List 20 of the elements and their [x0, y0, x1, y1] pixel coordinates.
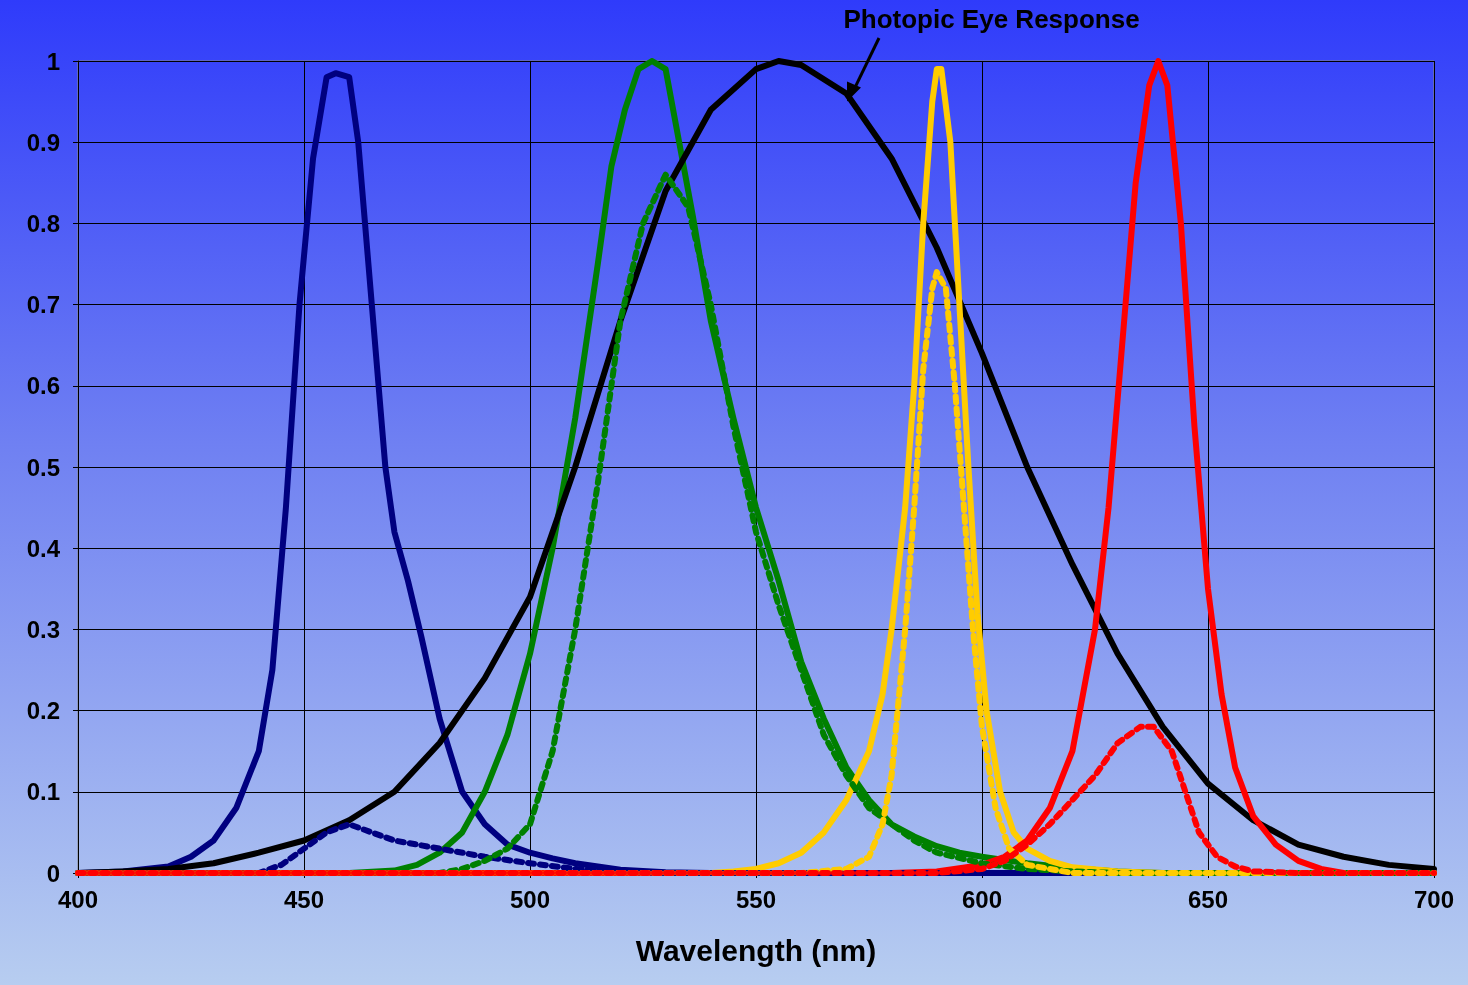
y-tick-label: 0 [46, 859, 60, 887]
x-tick-label: 600 [961, 885, 1003, 913]
y-tick-label: 0.4 [26, 534, 61, 562]
y-tick-label: 0.6 [26, 372, 60, 400]
x-tick-label: 550 [735, 885, 777, 913]
y-tick-label: 0.8 [26, 209, 60, 237]
x-axis-title: Wavelength (nm) [635, 933, 877, 967]
x-tick-label: 450 [283, 885, 325, 913]
y-tick-label: 1 [46, 47, 60, 75]
y-tick-label: 0.3 [26, 615, 60, 643]
x-tick-label: 500 [509, 885, 551, 913]
annotation: Photopic Eye Response [843, 4, 1140, 35]
y-tick-label: 0.7 [26, 291, 60, 319]
x-tick-label: 400 [57, 885, 99, 913]
y-tick-label: 0.1 [26, 778, 60, 806]
x-tick-label: 650 [1187, 885, 1229, 913]
y-tick-label: 0.2 [26, 697, 60, 725]
x-tick-label: 700 [1413, 885, 1455, 913]
y-tick-label: 0.5 [26, 453, 60, 481]
y-tick-label: 0.9 [26, 128, 60, 156]
